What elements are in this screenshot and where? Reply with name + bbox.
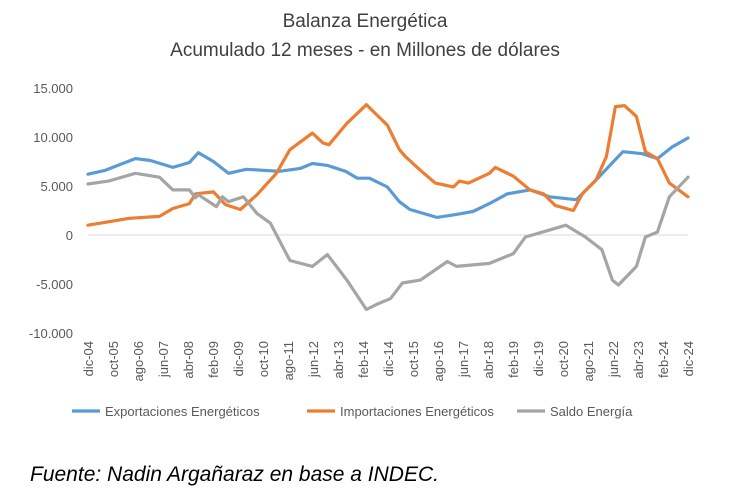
x-tick-label: jun-12 bbox=[306, 341, 321, 378]
y-tick-label: -5.000 bbox=[36, 277, 73, 292]
legend-label: Importaciones Energéticos bbox=[340, 404, 494, 419]
x-tick-label: jun-22 bbox=[606, 341, 621, 378]
chart-title: Balanza Energética bbox=[283, 11, 448, 32]
legend-item: Exportaciones Energéticos bbox=[72, 404, 260, 419]
legend-label: Saldo Energía bbox=[550, 404, 633, 419]
x-tick-label: jun-07 bbox=[156, 341, 171, 378]
x-tick-label: oct-15 bbox=[406, 341, 421, 377]
x-tick-label: ago-11 bbox=[281, 341, 296, 381]
x-tick-label: oct-20 bbox=[556, 341, 571, 377]
x-tick-label: abr-13 bbox=[331, 341, 346, 379]
x-tick-label: dic-04 bbox=[81, 341, 96, 376]
series-line-3 bbox=[86, 171, 690, 312]
x-tick-label: ago-21 bbox=[581, 341, 596, 381]
legend-item: Importaciones Energéticos bbox=[307, 404, 494, 419]
x-tick-label: dic-14 bbox=[381, 341, 396, 376]
x-tick-label: feb-09 bbox=[206, 341, 221, 378]
legend-item: Saldo Energía bbox=[517, 404, 633, 419]
x-tick-label: ago-06 bbox=[131, 341, 146, 381]
source-note: Fuente: Nadin Argañaraz en base a INDEC. bbox=[30, 463, 439, 486]
y-tick-label: -10.000 bbox=[29, 326, 73, 341]
y-tick-label: 15.000 bbox=[33, 81, 73, 96]
x-tick-label: feb-24 bbox=[656, 341, 671, 378]
y-tick-label: 0 bbox=[66, 228, 73, 243]
x-tick-label: oct-10 bbox=[256, 341, 271, 377]
chart-subtitle: Acumulado 12 meses - en Millones de dóla… bbox=[170, 40, 560, 61]
x-tick-label: dic-24 bbox=[681, 341, 696, 376]
x-tick-label: dic-19 bbox=[531, 341, 546, 376]
x-tick-label: feb-19 bbox=[506, 341, 521, 378]
x-tick-label: abr-08 bbox=[181, 341, 196, 379]
y-tick-label: 5.000 bbox=[40, 179, 73, 194]
legend-label: Exportaciones Energéticos bbox=[105, 404, 260, 419]
x-tick-label: abr-18 bbox=[481, 341, 496, 379]
x-tick-label: oct-05 bbox=[106, 341, 121, 377]
x-tick-label: feb-14 bbox=[356, 341, 371, 378]
series-line-2 bbox=[86, 103, 690, 227]
x-tick-label: dic-09 bbox=[231, 341, 246, 376]
x-tick-label: jun-17 bbox=[456, 341, 471, 378]
x-tick-label: abr-23 bbox=[631, 341, 646, 379]
y-tick-label: 10.000 bbox=[33, 130, 73, 145]
x-tick-label: ago-16 bbox=[431, 341, 446, 381]
